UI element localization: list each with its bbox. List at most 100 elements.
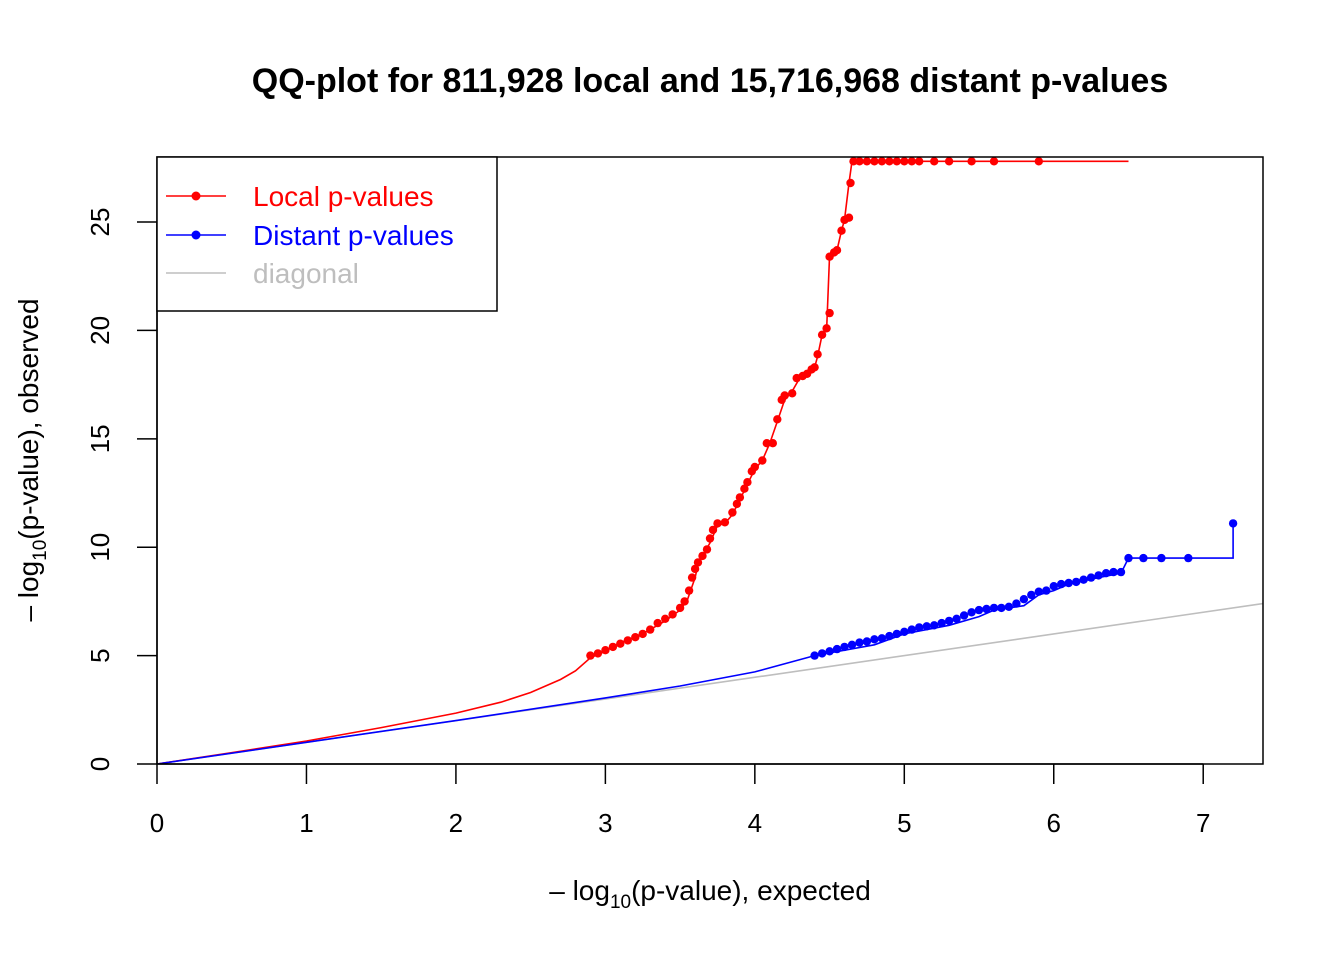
data-point-local-p-values — [900, 157, 909, 166]
data-point-distant-p-values — [907, 625, 916, 634]
legend-box — [156, 156, 498, 312]
data-point-distant-p-values — [892, 629, 901, 639]
data-point-distant-p-values — [937, 618, 946, 628]
data-point-distant-p-values — [1228, 519, 1238, 528]
data-point-local-p-values — [915, 157, 924, 166]
data-point-distant-p-values — [870, 635, 879, 644]
data-point-local-p-values — [743, 478, 752, 487]
data-point-local-p-values — [690, 564, 700, 574]
data-point-local-p-values — [855, 157, 864, 166]
data-point-local-p-values — [780, 391, 789, 400]
y-tick-label: 15 — [85, 424, 115, 453]
data-point-distant-p-values — [1064, 578, 1073, 588]
data-point-local-p-values — [967, 157, 976, 166]
data-point-local-p-values — [684, 586, 694, 595]
data-point-local-p-values — [822, 324, 831, 333]
data-point-distant-p-values — [1139, 553, 1148, 563]
data-point-distant-p-values — [1019, 595, 1029, 604]
data-point-distant-p-values — [1101, 569, 1111, 578]
data-point-distant-p-values — [862, 637, 872, 646]
y-axis-label-subscript: 10 — [30, 540, 51, 561]
data-point-distant-p-values — [1124, 553, 1133, 563]
legend: Local p-values Distant p-values diagonal — [156, 156, 498, 312]
series-local-p-values — [157, 157, 1129, 764]
data-point-distant-p-values — [832, 644, 842, 654]
data-point-distant-p-values — [1157, 553, 1166, 563]
x-tick-label: 1 — [299, 808, 313, 838]
data-point-local-p-values — [713, 519, 722, 528]
data-point-local-p-values — [661, 614, 670, 623]
data-point-local-p-values — [885, 157, 894, 166]
data-point-distant-p-values — [982, 604, 991, 614]
data-point-distant-p-values — [1116, 567, 1126, 577]
data-point-local-p-values — [837, 226, 846, 235]
data-point-local-p-values — [593, 649, 603, 658]
data-point-local-p-values — [813, 350, 822, 359]
data-point-local-p-values — [762, 439, 771, 448]
data-point-local-p-values — [750, 462, 759, 472]
data-point-local-p-values — [907, 157, 916, 166]
data-point-distant-p-values — [922, 622, 931, 631]
legend-marker-local — [191, 191, 201, 201]
data-point-local-p-values — [810, 363, 819, 372]
chart-title: QQ-plot for 811,928 local and 15,716,968… — [252, 62, 1168, 100]
data-point-distant-p-values — [810, 651, 819, 660]
data-point-distant-p-values — [1027, 590, 1036, 600]
data-point-local-p-values — [638, 629, 647, 639]
data-point-distant-p-values — [967, 608, 976, 617]
data-point-local-p-values — [825, 308, 834, 318]
x-tick-label: 4 — [748, 808, 762, 838]
x-tick-label: 3 — [598, 808, 612, 838]
data-point-distant-p-values — [1042, 586, 1051, 595]
data-point-local-p-values — [732, 499, 742, 509]
data-point-local-p-values — [705, 534, 715, 543]
y-axis-label-prefix: – log — [13, 561, 44, 622]
x-tick-label: 5 — [897, 808, 911, 838]
data-point-local-p-values — [728, 508, 737, 517]
data-point-distant-p-values — [1049, 582, 1059, 591]
data-point-distant-p-values — [1057, 579, 1066, 589]
x-axis-label-prefix: – log — [549, 875, 610, 906]
data-point-distant-p-values — [930, 621, 939, 630]
data-point-distant-p-values — [817, 649, 827, 658]
data-point-local-p-values — [687, 573, 697, 582]
legend-marker-distant — [191, 230, 201, 240]
x-tick-label: 7 — [1196, 808, 1210, 838]
legend-label-diagonal: diagonal — [253, 258, 359, 289]
data-point-local-p-values — [1034, 157, 1044, 166]
y-tick-label: 20 — [85, 316, 115, 345]
data-point-local-p-values — [862, 157, 872, 166]
data-point-local-p-values — [608, 642, 618, 652]
data-point-local-p-values — [586, 651, 595, 660]
y-tick-label: 25 — [85, 208, 115, 237]
y-tick-label: 5 — [85, 648, 115, 662]
data-point-distant-p-values — [1094, 571, 1103, 580]
data-point-distant-p-values — [825, 647, 834, 656]
data-point-local-p-values — [788, 389, 797, 398]
data-point-distant-p-values — [1012, 599, 1021, 608]
x-axis-label: – log10(p-value), expected — [549, 875, 871, 913]
data-point-local-p-values — [849, 157, 858, 166]
data-point-distant-p-values — [855, 638, 864, 647]
data-point-distant-p-values — [1079, 575, 1088, 584]
data-point-local-p-values — [668, 610, 677, 619]
x-axis-label-subscript: 10 — [610, 892, 631, 913]
x-tick-label: 2 — [449, 808, 463, 838]
data-point-local-p-values — [944, 157, 954, 166]
x-tick-label: 6 — [1047, 808, 1061, 838]
data-point-distant-p-values — [847, 640, 857, 649]
data-point-local-p-values — [846, 178, 855, 188]
plot-series — [157, 157, 1263, 764]
data-point-distant-p-values — [915, 623, 924, 632]
x-axis-label-suffix: (p-value), expected — [631, 875, 871, 906]
data-point-distant-p-values — [944, 616, 954, 626]
data-point-local-p-values — [892, 157, 901, 166]
data-point-local-p-values — [832, 246, 842, 255]
data-point-distant-p-values — [952, 614, 961, 623]
data-point-local-p-values — [870, 157, 879, 166]
data-point-distant-p-values — [959, 611, 969, 620]
data-point-local-p-values — [693, 558, 703, 567]
y-axis-label-suffix: (p-value), observed — [13, 298, 44, 539]
data-point-distant-p-values — [1184, 553, 1193, 563]
